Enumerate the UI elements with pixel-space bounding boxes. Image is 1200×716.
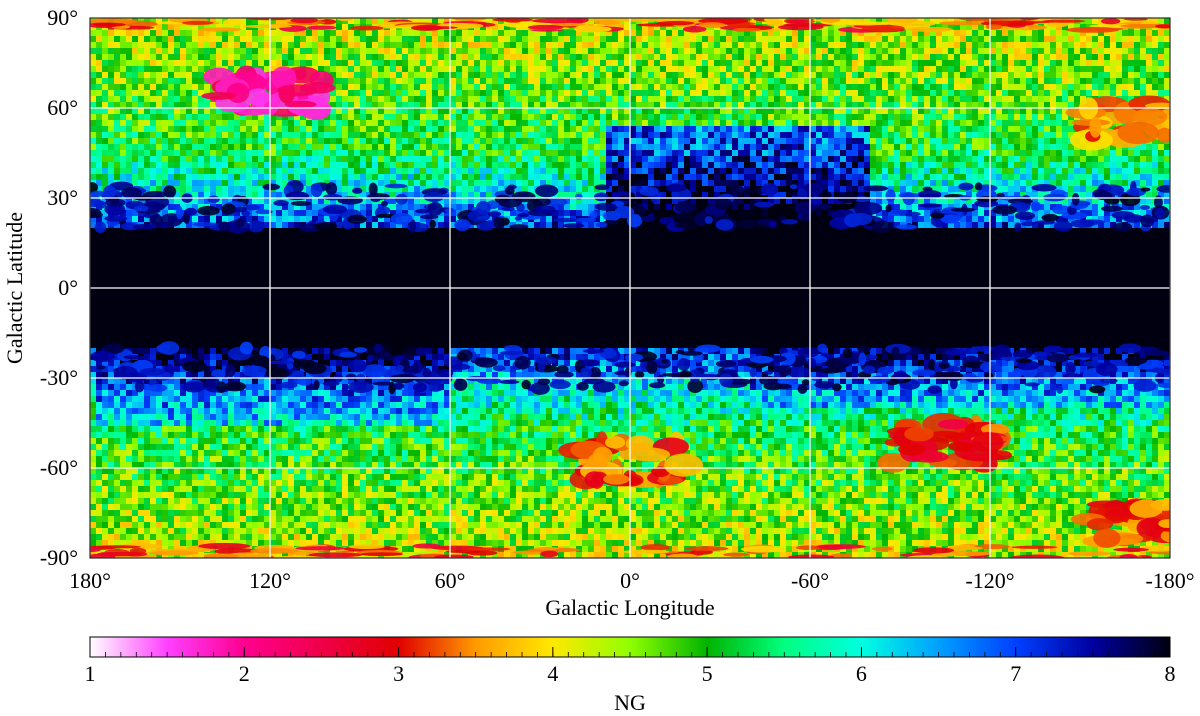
x-tick-label: 0° xyxy=(620,568,640,593)
x-tick-label: 120° xyxy=(249,568,291,593)
colorbar-tick-label: 5 xyxy=(702,661,713,686)
x-tick-label: -180° xyxy=(1145,568,1194,593)
y-axis-title: Galactic Latitude xyxy=(2,212,27,364)
colorbar-tick-label: 1 xyxy=(85,661,96,686)
x-axis-ticks: 180° 120° 60° 0° -60° -120° -180° xyxy=(69,568,1194,593)
y-tick-label: -30° xyxy=(40,365,78,390)
map-frame xyxy=(89,17,1171,559)
colorbar-tick-label: 2 xyxy=(239,661,250,686)
colorbar-tick-label: 4 xyxy=(547,661,558,686)
y-tick-label: 0° xyxy=(58,275,78,300)
map-plot-area xyxy=(90,18,1170,558)
map-grid xyxy=(90,18,1170,558)
y-tick-label: -60° xyxy=(40,455,78,480)
y-axis-ticks: 90° 60° 30° 0° -30° -60° -90° xyxy=(40,5,78,570)
colorbar-title: NG xyxy=(614,690,646,715)
colorbar-tick-label: 8 xyxy=(1165,661,1176,686)
y-tick-label: 90° xyxy=(47,5,78,30)
y-tick-label: 30° xyxy=(47,185,78,210)
x-tick-label: 180° xyxy=(69,568,111,593)
y-tick-label: -90° xyxy=(40,545,78,570)
colorbar-tick-label: 6 xyxy=(856,661,867,686)
y-tick-label: 60° xyxy=(47,95,78,120)
x-axis-title: Galactic Longitude xyxy=(545,595,714,620)
x-tick-label: -60° xyxy=(791,568,829,593)
colorbar-tick-label: 7 xyxy=(1010,661,1021,686)
x-tick-label: 60° xyxy=(435,568,466,593)
colorbar: 1 2 3 4 5 6 7 8 xyxy=(85,636,1176,686)
colorbar-ticks: 1 2 3 4 5 6 7 8 xyxy=(85,647,1176,686)
colorbar-tick-label: 3 xyxy=(393,661,404,686)
x-tick-label: -120° xyxy=(965,568,1014,593)
